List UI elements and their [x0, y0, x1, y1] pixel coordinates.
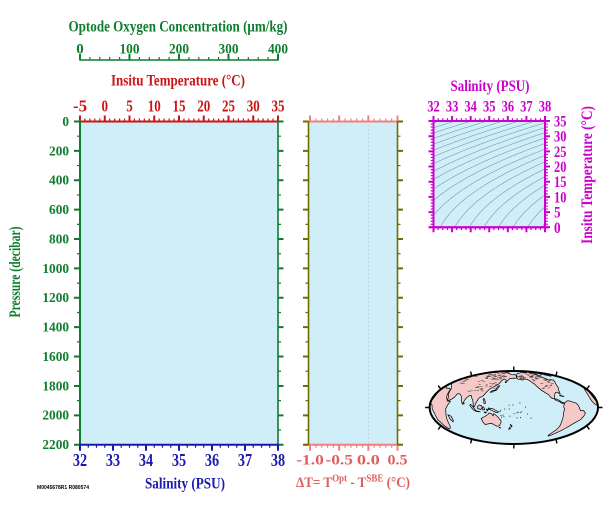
- svg-text:1800: 1800: [42, 378, 69, 393]
- svg-text:0: 0: [102, 97, 109, 116]
- svg-text:-0.5: -0.5: [325, 452, 353, 468]
- svg-text:32: 32: [427, 99, 440, 116]
- svg-text:0.5: 0.5: [388, 452, 408, 468]
- svg-text:36: 36: [502, 99, 514, 116]
- svg-text:1400: 1400: [42, 320, 69, 335]
- svg-text:37: 37: [520, 99, 533, 116]
- svg-text:34: 34: [464, 99, 477, 116]
- svg-text:800: 800: [49, 231, 69, 246]
- svg-text:2000: 2000: [42, 408, 69, 423]
- svg-text:10: 10: [554, 189, 566, 206]
- svg-text:Salinity (PSU): Salinity (PSU): [451, 78, 530, 95]
- svg-text:20: 20: [554, 159, 566, 176]
- svg-text:-5: -5: [73, 97, 87, 116]
- svg-text:400: 400: [49, 173, 69, 188]
- svg-text:Pressure (decibar): Pressure (decibar): [7, 227, 24, 318]
- svg-text:-1.0: -1.0: [296, 452, 324, 468]
- svg-text:100: 100: [120, 41, 140, 57]
- svg-text:38: 38: [539, 99, 552, 116]
- svg-text:0: 0: [554, 220, 561, 237]
- svg-text:ΔT= TOpt - TSBE (°C): ΔT= TOpt - TSBE (°C): [296, 474, 410, 491]
- svg-text:15: 15: [554, 174, 566, 191]
- svg-text:Insitu Temperature (°C): Insitu Temperature (°C): [111, 73, 245, 90]
- svg-text:Insitu Temperature (°C): Insitu Temperature (°C): [579, 106, 596, 244]
- svg-text:0: 0: [76, 41, 84, 57]
- svg-text:35: 35: [554, 114, 566, 131]
- svg-text:35: 35: [272, 97, 285, 116]
- svg-text:37: 37: [238, 450, 252, 470]
- svg-text:0: 0: [62, 114, 69, 129]
- svg-text:34: 34: [139, 450, 153, 470]
- svg-text:25: 25: [554, 144, 566, 161]
- svg-text:35: 35: [483, 99, 496, 116]
- svg-text:5: 5: [126, 97, 133, 116]
- svg-text:5: 5: [554, 205, 561, 222]
- svg-text:300: 300: [219, 41, 239, 57]
- svg-text:38: 38: [271, 450, 285, 470]
- svg-text:15: 15: [173, 97, 186, 116]
- svg-text:36: 36: [205, 450, 219, 470]
- svg-text:32: 32: [73, 450, 87, 470]
- svg-text:600: 600: [49, 202, 69, 217]
- svg-text:Salinity (PSU): Salinity (PSU): [145, 476, 225, 493]
- svg-text:30: 30: [247, 97, 260, 116]
- svg-text:33: 33: [446, 99, 459, 116]
- svg-text:20: 20: [197, 97, 210, 116]
- svg-text:10: 10: [148, 97, 161, 116]
- svg-text:25: 25: [222, 97, 235, 116]
- svg-text:0.0: 0.0: [357, 452, 380, 468]
- svg-text:35: 35: [172, 450, 186, 470]
- svg-text:400: 400: [268, 41, 288, 57]
- svg-text:M0045678R1 R080574: M0045678R1 R080574: [37, 485, 90, 491]
- svg-text:1600: 1600: [42, 349, 69, 364]
- svg-text:1000: 1000: [42, 261, 69, 276]
- svg-text:200: 200: [49, 143, 69, 158]
- svg-text:2200: 2200: [42, 437, 69, 452]
- svg-text:30: 30: [554, 129, 566, 146]
- svg-text:1200: 1200: [42, 290, 69, 305]
- svg-text:33: 33: [106, 450, 120, 470]
- svg-text:Optode Oxygen Concentration (μ: Optode Oxygen Concentration (μm/kg): [69, 19, 288, 36]
- svg-text:200: 200: [169, 41, 189, 57]
